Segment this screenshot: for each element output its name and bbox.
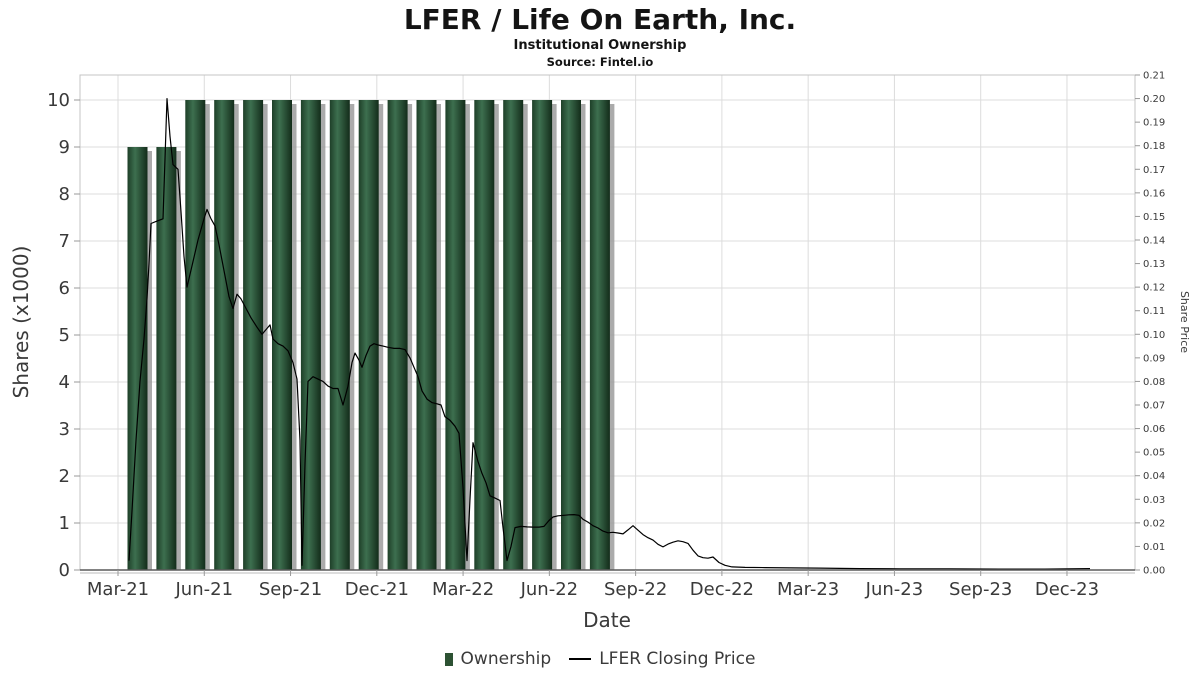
chart-source: Source: Fintel.io: [546, 55, 654, 70]
y-right-tick-label: 0.12: [1143, 283, 1165, 294]
y-right-tick-label: 0.02: [1143, 518, 1165, 529]
ownership-bar: [532, 100, 553, 570]
axes: Mar-21 Jun-21 Sep-21 Dec-21 Mar-22 Jun-22 Sep-…: [47, 71, 1165, 601]
ownership-bar: [589, 100, 610, 570]
y-left-tick-label: 9: [59, 137, 70, 158]
y-right-tick-label: 0.11: [1143, 306, 1165, 317]
ownership-bar: [474, 100, 495, 570]
y-left-tick-label: 2: [59, 466, 70, 487]
x-tick-label: Jun-21: [175, 579, 234, 600]
y-left-axis-title: Shares (x1000): [9, 246, 33, 399]
y-right-tick-label: 0.04: [1143, 471, 1165, 482]
price-legend-label: LFER Closing Price: [599, 649, 756, 669]
y-left-tick-label: 10: [47, 90, 70, 111]
y-right-tick-label: 0.10: [1143, 330, 1165, 341]
x-tick-label: Jun-22: [520, 579, 579, 600]
ownership-legend-marker-icon: [444, 652, 453, 666]
y-right-tick-label: 0.09: [1143, 353, 1165, 364]
ownership-bar: [214, 100, 235, 570]
x-axis-title: Date: [583, 608, 631, 632]
price-line-path: [128, 97, 1091, 570]
y-left-tick-label: 6: [59, 278, 70, 299]
x-tick-label: Mar-22: [432, 579, 494, 600]
x-tick-label: Dec-22: [690, 579, 754, 600]
x-tick-label: Mar-21: [87, 579, 149, 600]
ownership-bars: [127, 100, 615, 570]
legend: Ownership LFER Closing Price: [0, 645, 1200, 673]
y-left-tick-label: 3: [59, 419, 70, 440]
ownership-bar: [185, 100, 206, 570]
ownership-bar: [561, 100, 581, 570]
x-tick-label: Dec-23: [1035, 579, 1099, 600]
y-right-tick-label: 0.14: [1143, 236, 1165, 247]
y-right-tick-label: 0.06: [1143, 424, 1165, 435]
y-right-tick-label: 0.13: [1143, 259, 1165, 270]
x-tick-label: Mar-23: [777, 579, 839, 600]
y-right-tick-label: 0.08: [1143, 377, 1165, 388]
y-left-tick-label: 0: [59, 560, 70, 581]
y-right-tick-label: 0.17: [1143, 165, 1165, 176]
chart-title: LFER / Life On Earth, Inc.: [403, 3, 797, 36]
y-left-tick-label: 5: [59, 325, 70, 346]
ownership-legend-label: Ownership: [460, 649, 552, 669]
x-tick-label: Jun-23: [865, 579, 924, 600]
y-right-tick-label: 0.19: [1143, 118, 1165, 129]
y-right-tick-label: 0.05: [1143, 448, 1165, 459]
chart-canvas: Mar-21 Jun-21 Sep-21 Dec-21 Mar-22 Jun-22 Sep-…: [9, 71, 1191, 633]
ownership-bar: [416, 100, 437, 570]
ownership-bar: [156, 147, 177, 570]
y-right-tick-label: 0.16: [1143, 188, 1165, 199]
y-right-tick-label: 0.18: [1143, 141, 1165, 152]
ownership-bar: [127, 147, 148, 570]
ownership-bar: [503, 100, 524, 570]
x-tick-label: Sep-22: [604, 579, 667, 600]
y-right-axis-title: Share Price: [1178, 291, 1191, 353]
y-right-tick-label: 0.00: [1143, 566, 1165, 577]
ownership-bar: [387, 100, 408, 570]
x-tick-label: Sep-23: [949, 579, 1012, 600]
y-left-tick-label: 7: [59, 231, 70, 252]
ownership-bar: [272, 100, 292, 570]
y-right-tick-label: 0.01: [1143, 542, 1165, 553]
y-left-tick-label: 4: [59, 372, 70, 393]
chart-header: LFER / Life On Earth, Inc. Institutional…: [0, 3, 1200, 70]
y-right-tick-label: 0.07: [1143, 401, 1165, 412]
price-line: [128, 97, 1091, 570]
x-tick-label: Sep-21: [259, 579, 322, 600]
y-left-tick-label: 1: [59, 513, 70, 534]
ownership-bar: [445, 100, 466, 570]
ownership-bar: [243, 100, 264, 570]
y-right-tick-label: 0.20: [1143, 94, 1165, 105]
ownership-bar: [329, 100, 350, 570]
price-legend-marker-icon: [569, 658, 592, 660]
chart-subtitle: Institutional Ownership: [513, 38, 687, 54]
x-tick-label: Dec-21: [345, 579, 409, 600]
y-right-tick-label: 0.15: [1143, 212, 1165, 223]
y-right-tick-label: 0.21: [1143, 71, 1165, 82]
y-left-tick-label: 8: [59, 184, 70, 205]
ownership-bar: [358, 100, 379, 570]
y-right-tick-label: 0.03: [1143, 495, 1165, 506]
